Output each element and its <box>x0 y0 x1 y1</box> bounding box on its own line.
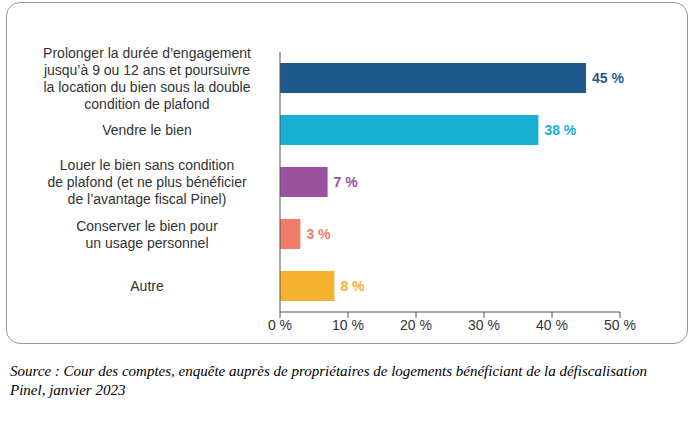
svg-text:8 %: 8 % <box>340 278 365 294</box>
svg-text:7 %: 7 % <box>334 174 359 190</box>
svg-text:50 %: 50 % <box>604 317 636 333</box>
svg-text:45 %: 45 % <box>592 70 624 86</box>
svg-text:20 %: 20 % <box>400 317 432 333</box>
svg-text:30 %: 30 % <box>468 317 500 333</box>
svg-text:10 %: 10 % <box>332 317 364 333</box>
svg-text:Vendre le bien: Vendre le bien <box>102 122 192 138</box>
html-text:Source : Cour des comptes, enq: Source : Cour des comptes, enquête auprè… <box>10 363 647 398</box>
svg-text:3 %: 3 % <box>306 226 331 242</box>
svg-text:40 %: 40 % <box>536 317 568 333</box>
svg-text:0 %: 0 % <box>268 317 292 333</box>
svg-text:Louer le bien sans conditionde: Louer le bien sans conditionde plafond (… <box>47 157 247 207</box>
svg-text:Autre: Autre <box>130 278 164 294</box>
svg-text:Prolonger la durée d’engagemen: Prolonger la durée d’engagementjusqu’à 9… <box>43 45 251 112</box>
svg-text:Conserver le bien pourun usage: Conserver le bien pourun usage personnel <box>76 218 218 251</box>
svg-text:38 %: 38 % <box>544 122 576 138</box>
